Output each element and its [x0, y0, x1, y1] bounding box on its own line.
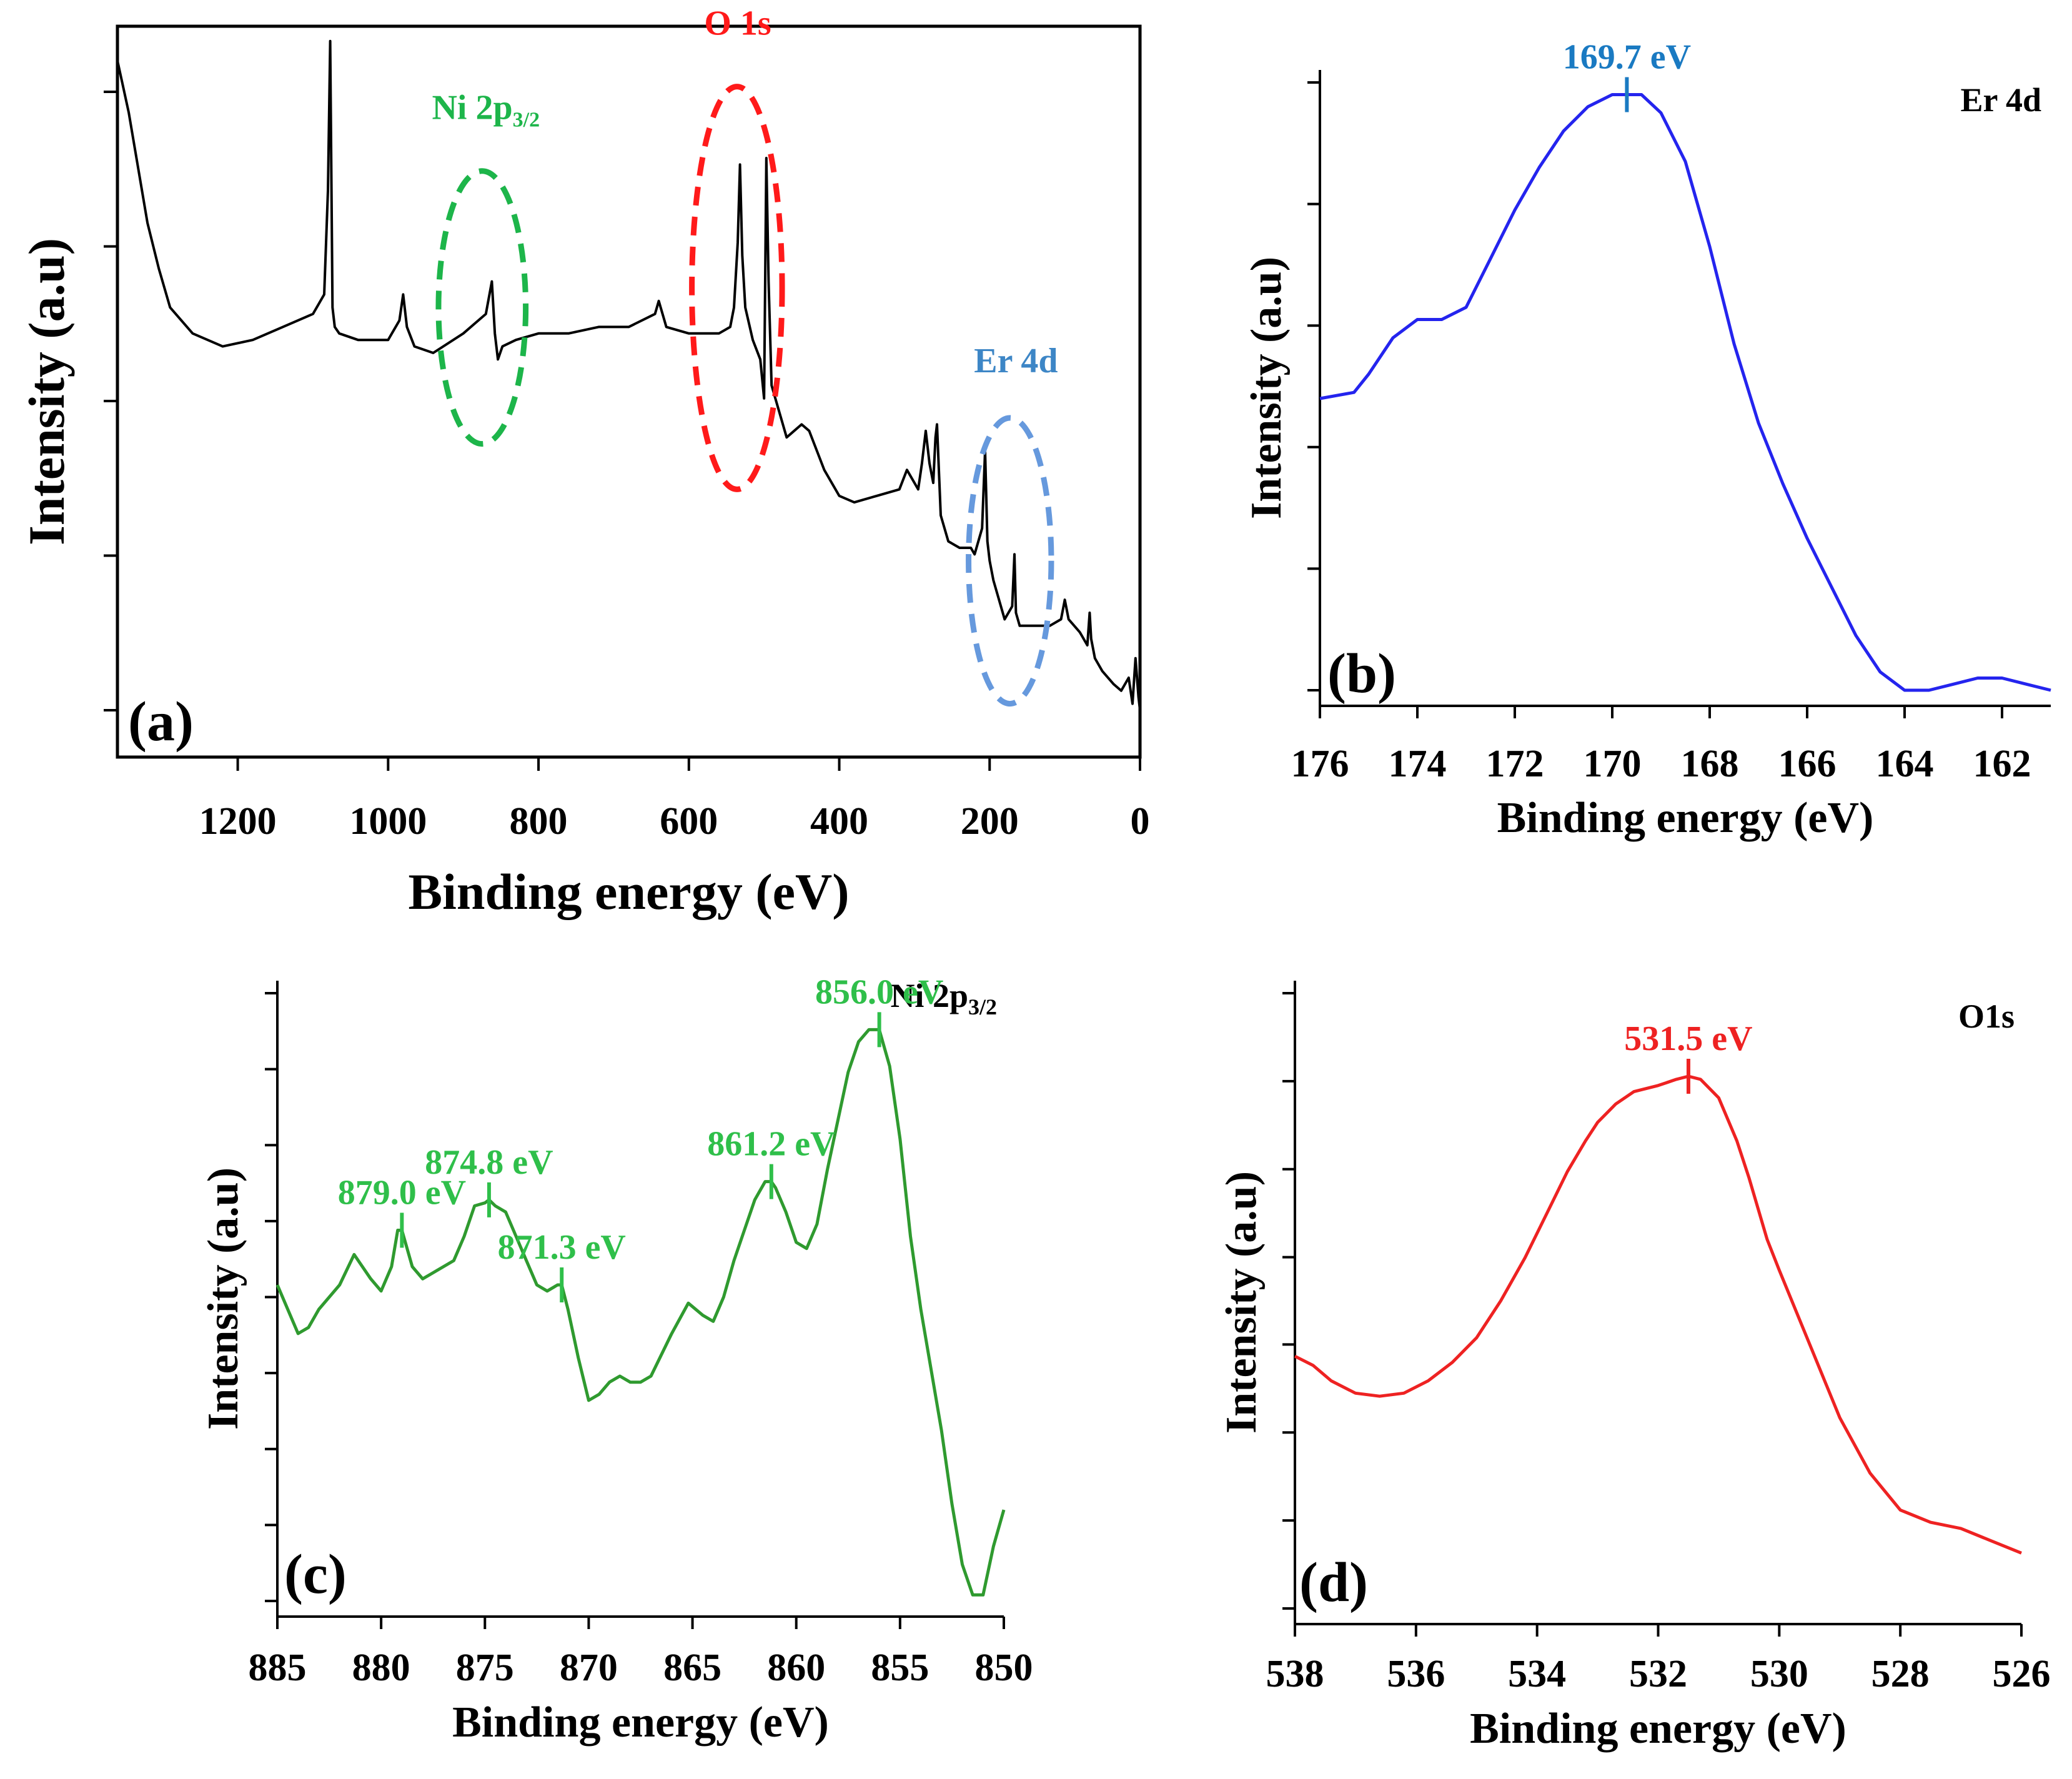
- panel-letter: (d): [1299, 1552, 1368, 1613]
- panel-d: 538 536 534 532 530 528 526 Binding energy (eV)…: [1217, 981, 2051, 1753]
- panel-letter: (a): [128, 691, 194, 753]
- x-tick-label: 526: [1993, 1653, 2051, 1695]
- x-tick-label: 885: [249, 1647, 307, 1689]
- x-tick-label: 530: [1750, 1653, 1808, 1695]
- x-tick-label: 875: [456, 1647, 514, 1689]
- region-label-subscript: 3/2: [513, 109, 540, 132]
- x-tick-label: 870: [560, 1647, 618, 1689]
- x-tick-label: 536: [1387, 1653, 1445, 1695]
- peak-label: 531.5 eV: [1624, 1019, 1752, 1058]
- x-axis-label: Binding energy (eV): [408, 863, 849, 920]
- x-tick-label: 528: [1871, 1653, 1930, 1695]
- peak-label: 861.2 eV: [707, 1125, 835, 1164]
- y-axis-label: Intensity (a.u): [1217, 1171, 1266, 1434]
- x-tick-label: 538: [1266, 1653, 1324, 1695]
- x-axis-label: Binding energy (eV): [1470, 1705, 1846, 1753]
- x-tick-label: 1000: [349, 800, 427, 843]
- x-tick-label: 172: [1486, 743, 1544, 785]
- y-axis-label: Intensity (a.u): [1242, 257, 1291, 519]
- corner-label: Er 4d: [1960, 81, 2041, 119]
- data-line: [275, 1028, 1006, 1597]
- x-tick-label: 532: [1629, 1653, 1687, 1695]
- panel-a: 1200 1000 800 600 400 200 0 Binding energy (eV)…: [18, 4, 1150, 920]
- x-tick-label: 400: [810, 800, 868, 843]
- region-label: Er 4d: [974, 342, 1058, 380]
- x-tick-label: 170: [1584, 743, 1642, 785]
- plot-frame: [116, 24, 1142, 759]
- panel-letter: (b): [1327, 643, 1396, 705]
- panel-c: 885 880 875 870 865 860 855 850 Binding energy (…: [199, 973, 1033, 1747]
- peak-label: 169.7 eV: [1563, 37, 1691, 76]
- highlight-ellipse: [966, 415, 1054, 707]
- x-tick-label: 176: [1291, 743, 1349, 785]
- y-axis-label: Intensity (a.u): [199, 1167, 247, 1430]
- x-tick-label: 0: [1131, 800, 1150, 843]
- highlight-ellipse: [689, 84, 785, 492]
- region-label: Ni 2p3/2: [432, 89, 540, 132]
- x-tick-label: 855: [871, 1647, 929, 1689]
- x-tick-label: 200: [961, 800, 1019, 843]
- peak-label: 856.0 eV: [815, 973, 943, 1011]
- x-axis-label: Binding energy (eV): [1497, 794, 1874, 842]
- region-label: O 1s: [704, 4, 771, 42]
- corner-label-subscript: 3/2: [968, 994, 997, 1019]
- highlight-ellipse: [435, 168, 529, 447]
- x-tick-label: 162: [1973, 743, 2031, 785]
- x-tick-label: 880: [352, 1647, 410, 1689]
- panel-letter: (c): [284, 1544, 347, 1605]
- x-tick-label: 166: [1778, 743, 1837, 785]
- corner-label: O1s: [1958, 998, 2015, 1035]
- peak-label: 874.8 eV: [425, 1143, 553, 1182]
- x-tick-label: 174: [1389, 743, 1447, 785]
- x-tick-label: 850: [975, 1647, 1033, 1689]
- x-tick-label: 534: [1508, 1653, 1566, 1695]
- data-line: [116, 39, 1141, 711]
- data-line: [1319, 93, 2051, 692]
- x-axis-label: Binding energy (eV): [452, 1698, 829, 1747]
- x-tick-label: 164: [1876, 743, 1934, 785]
- x-tick-label: 168: [1681, 743, 1739, 785]
- x-tick-label: 600: [660, 800, 718, 843]
- x-tick-label: 865: [663, 1647, 721, 1689]
- y-axis-label: Intensity (a.u): [18, 238, 75, 545]
- peak-label: 871.3 eV: [498, 1228, 626, 1267]
- x-tick-label: 860: [767, 1647, 825, 1689]
- panel-b: 176 174 172 170 168 166 164 162 Binding energy (…: [1242, 37, 2051, 842]
- data-line: [1294, 1074, 2022, 1555]
- peak-label: 879.0 eV: [338, 1173, 466, 1212]
- x-tick-label: 800: [510, 800, 568, 843]
- x-tick-label: 1200: [199, 800, 277, 843]
